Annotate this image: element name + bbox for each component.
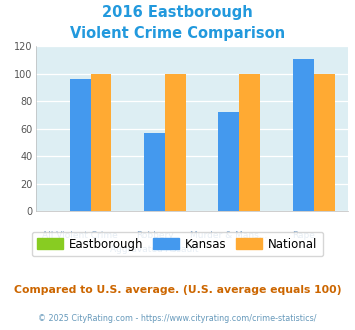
Text: All Violent Crime: All Violent Crime [42, 231, 118, 240]
Legend: Eastborough, Kansas, National: Eastborough, Kansas, National [32, 232, 323, 256]
Bar [293, 59, 314, 211]
Bar [70, 79, 91, 211]
Text: Aggravated Assault: Aggravated Assault [110, 245, 199, 253]
Bar [239, 74, 260, 211]
Text: © 2025 CityRating.com - https://www.cityrating.com/crime-statistics/: © 2025 CityRating.com - https://www.city… [38, 314, 317, 323]
Text: Compared to U.S. average. (U.S. average equals 100): Compared to U.S. average. (U.S. average … [14, 285, 341, 295]
Bar [218, 112, 239, 211]
Text: Murder & Mans...: Murder & Mans... [190, 231, 268, 240]
Text: Violent Crime Comparison: Violent Crime Comparison [70, 26, 285, 41]
Bar [91, 74, 111, 211]
Text: Rape: Rape [292, 231, 315, 240]
Bar [314, 74, 334, 211]
Bar [165, 74, 186, 211]
Text: 2016 Eastborough: 2016 Eastborough [102, 5, 253, 20]
Text: Robbery: Robbery [136, 231, 173, 240]
Bar [144, 133, 165, 211]
